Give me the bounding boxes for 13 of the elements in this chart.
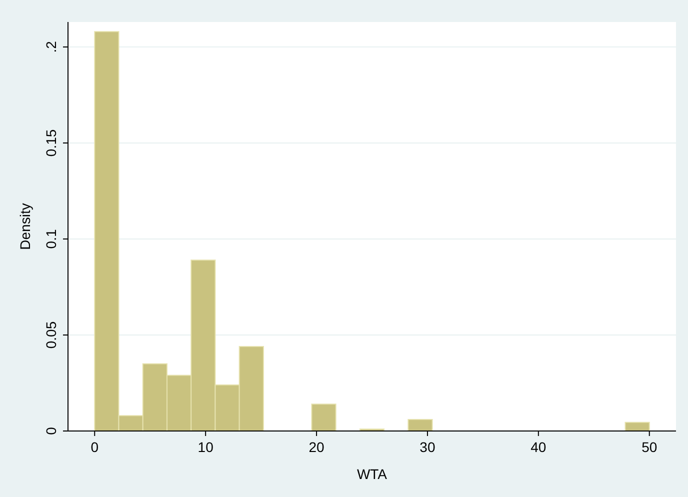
y-axis-title: Density bbox=[17, 203, 33, 250]
y-tick-label: 0.15 bbox=[43, 129, 59, 157]
y-tick-label: 0.05 bbox=[43, 321, 59, 349]
y-tick-label: .2 bbox=[43, 40, 59, 53]
y-tick-label: 0.1 bbox=[43, 229, 59, 249]
x-axis-title: WTA bbox=[356, 466, 388, 482]
y-tick-label: 0 bbox=[43, 426, 59, 435]
x-tick-label: 0 bbox=[90, 439, 99, 455]
x-tick-label: 50 bbox=[642, 439, 658, 455]
x-tick-label: 40 bbox=[530, 439, 546, 455]
x-tick-label: 30 bbox=[420, 439, 436, 455]
x-tick-label: 10 bbox=[198, 439, 214, 455]
x-tick-label: 20 bbox=[308, 439, 325, 455]
